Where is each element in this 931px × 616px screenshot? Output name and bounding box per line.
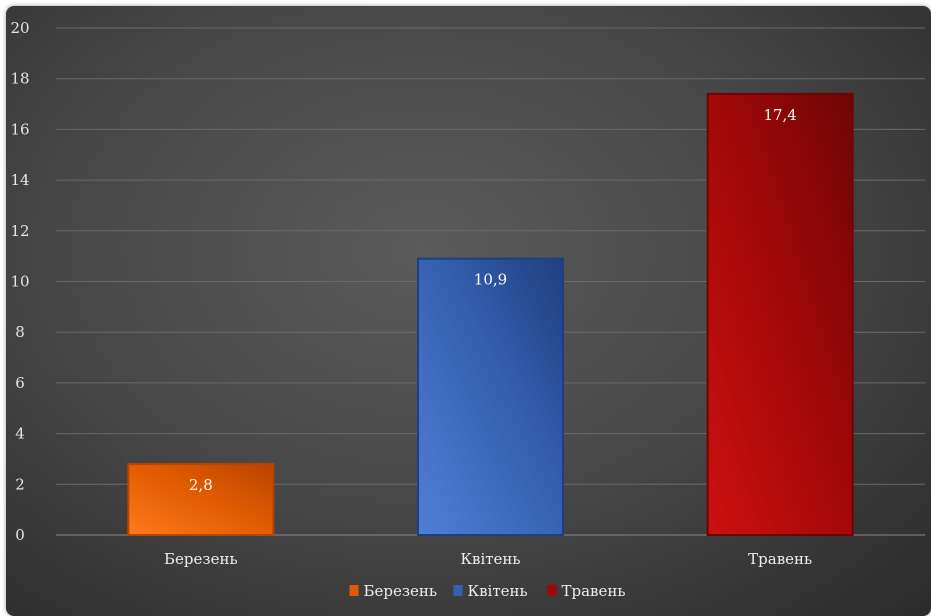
x-category-label: Березень: [164, 550, 238, 568]
legend-swatch: [547, 585, 557, 596]
data-label: 2,8: [189, 476, 213, 494]
chart-area: 0 2 4 6 8 10 12 14 16 18 20 2,8 10,9 17,4 Березень Кв…: [6, 6, 931, 616]
y-tick-label: 14: [10, 171, 29, 189]
x-category-label: Квітень: [460, 550, 520, 568]
bar-1: [127, 463, 275, 536]
bar-2: [417, 257, 564, 536]
x-axis-categories: Березень Квітень Травень: [164, 550, 812, 568]
y-tick-label: 6: [15, 374, 25, 392]
y-tick-label: 0: [15, 526, 25, 544]
data-label: 17,4: [763, 106, 796, 124]
y-tick-label: 16: [10, 120, 29, 138]
y-tick-label: 20: [10, 19, 29, 37]
y-tick-label: 4: [15, 425, 25, 443]
bar-3: [706, 92, 854, 536]
y-tick-label: 18: [10, 70, 29, 88]
y-tick-label: 8: [15, 323, 25, 341]
legend-label: Березень: [364, 582, 438, 600]
bar-chart: 0 2 4 6 8 10 12 14 16 18 20 2,8 10,9 17,4 Березень Кв…: [10, 19, 925, 600]
legend: Березень Квітень Травень: [349, 582, 626, 600]
y-tick-label: 2: [15, 475, 25, 493]
y-axis-ticks: 0 2 4 6 8 10 12 14 16 18 20: [10, 19, 29, 544]
legend-label: Травень: [562, 582, 626, 600]
legend-swatch: [453, 585, 463, 596]
data-label: 10,9: [474, 271, 507, 289]
y-tick-label: 12: [10, 222, 29, 240]
data-labels: 2,8 10,9 17,4: [189, 106, 797, 494]
x-category-label: Травень: [748, 550, 812, 568]
bars: [127, 92, 854, 536]
legend-swatch: [349, 585, 359, 596]
legend-label: Квітень: [468, 582, 528, 600]
y-tick-label: 10: [10, 273, 29, 291]
